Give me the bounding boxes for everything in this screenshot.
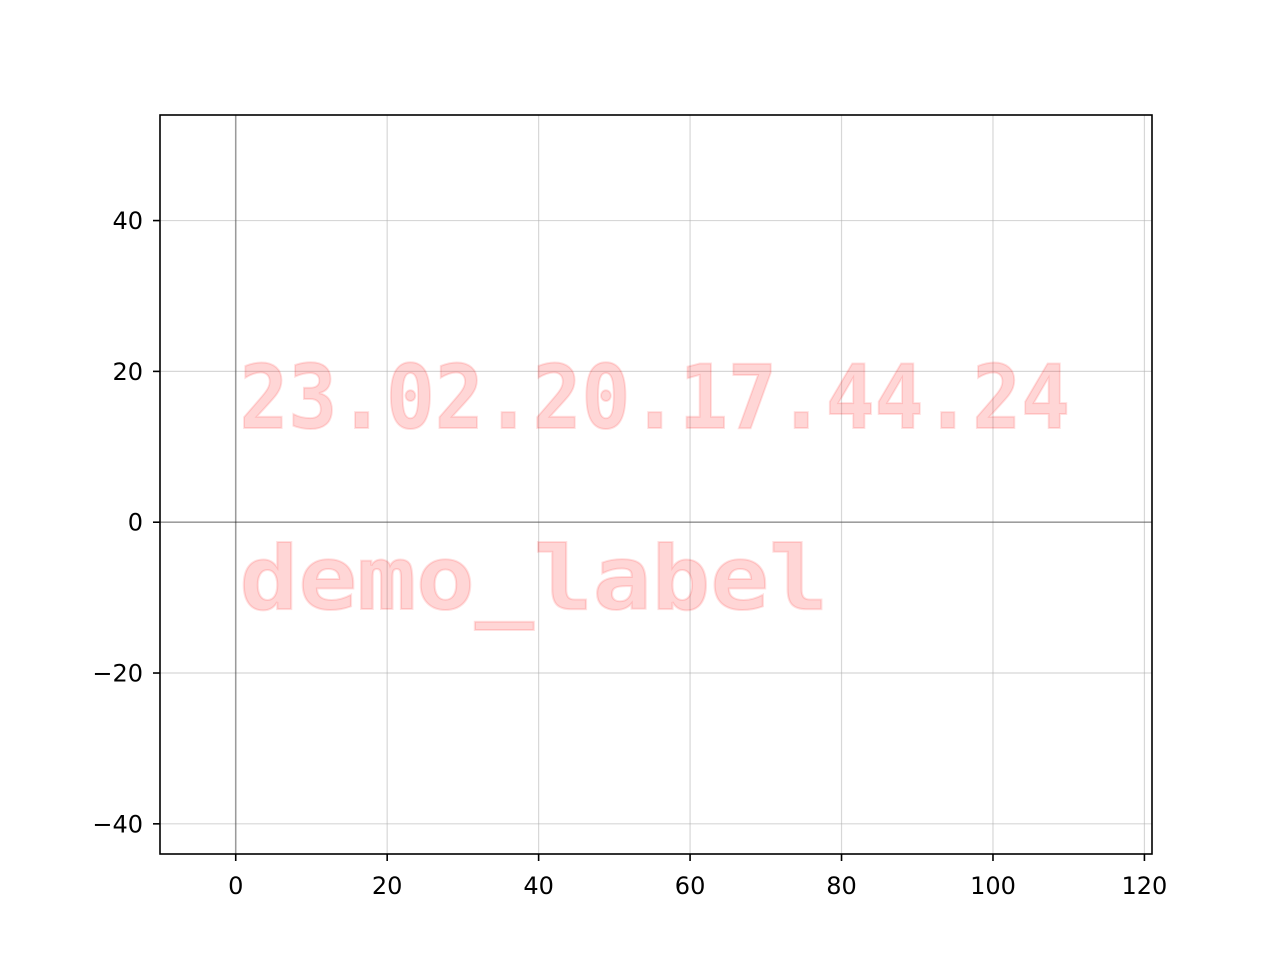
y-tick-label: 20	[112, 358, 143, 386]
x-tick-label: 20	[372, 872, 403, 900]
axes-frame	[159, 114, 1153, 855]
reference-lines	[160, 115, 1152, 854]
x-tick-label: 120	[1122, 872, 1168, 900]
plot-annotation: demo_label	[240, 527, 828, 630]
annotations: 23.02.20.17.44.24 demo_label	[239, 345, 1071, 631]
grid	[160, 115, 1152, 854]
ticks: 0 20 40 60 80 100 120 −40 −20 0 20 40	[92, 207, 1167, 900]
x-tick-label: 40	[523, 872, 554, 900]
y-tick-label: −20	[92, 660, 143, 688]
plot-annotation: 23.02.20.17.44.24	[240, 346, 1070, 449]
x-tick-label: 100	[970, 872, 1016, 900]
x-tick-label: 0	[228, 872, 243, 900]
y-tick-label: −40	[92, 810, 143, 838]
x-tick-label: 60	[675, 872, 706, 900]
y-tick-label: 0	[128, 509, 143, 537]
x-tick-label: 80	[826, 872, 857, 900]
y-tick-label: 40	[112, 207, 143, 235]
